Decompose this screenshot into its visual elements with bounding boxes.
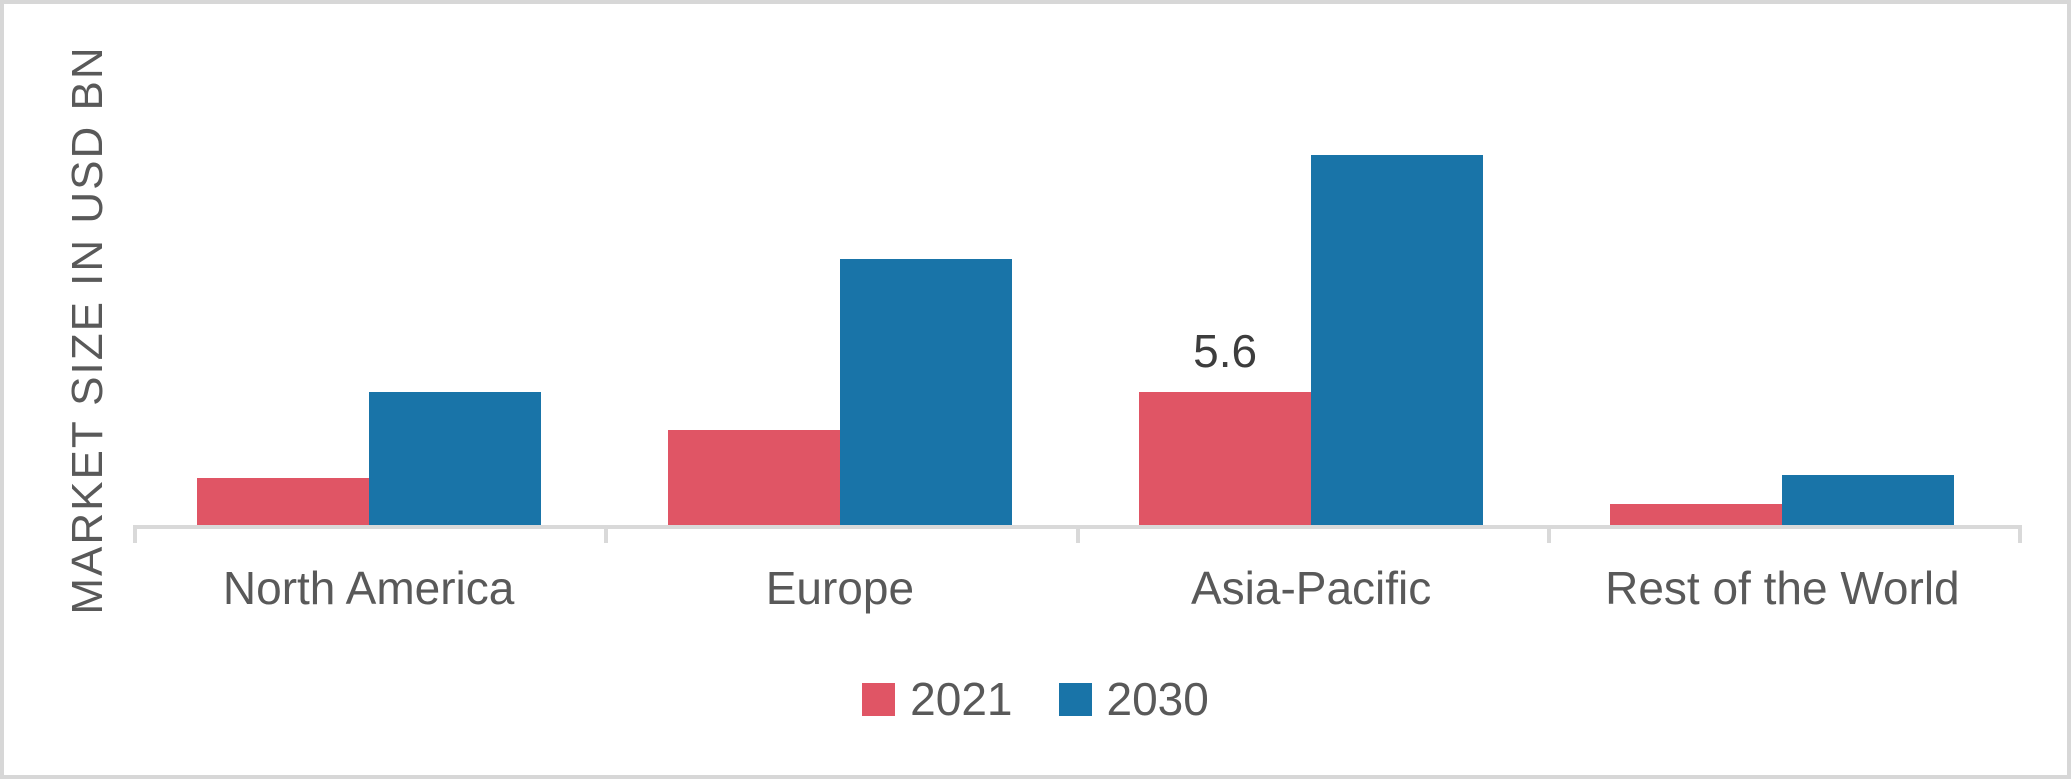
x-axis-label-europe: Europe: [765, 562, 915, 614]
data-label-2021-asia-pacific: 5.6: [1193, 325, 1258, 377]
x-axis-tick: [2018, 525, 2022, 543]
x-axis-labels: North America Europe Asia-Pacific Rest o…: [133, 558, 2018, 618]
bar-groups: 5.6: [133, 4, 2018, 525]
bar-2030-asia-pacific: [1311, 154, 1484, 525]
legend-swatch-2021: [862, 682, 896, 716]
legend-label-2030: 2030: [1106, 673, 1209, 725]
bar-2021-asia-pacific: 5.6: [1139, 328, 1312, 525]
legend: 2021 2030: [4, 676, 2067, 722]
plot-area: MARKET SIZE IN USD BN 5.6 North America …: [4, 4, 2067, 775]
bar-group-europe: [604, 4, 1075, 525]
legend-swatch-2030: [1058, 682, 1092, 716]
x-axis-tick: [1546, 525, 1551, 543]
x-axis-label-rest-of-world: Rest of the World: [1605, 562, 1960, 614]
bar-2030-north-america: [368, 392, 541, 525]
x-axis-tick: [1075, 525, 1080, 543]
bar-2021-north-america: [196, 477, 369, 525]
bar-group-north-america: [133, 4, 604, 525]
bar-2021-europe: [667, 430, 840, 525]
x-axis-label-asia-pacific: Asia-Pacific: [1190, 562, 1432, 614]
x-axis-tick: [604, 525, 609, 543]
legend-item-2030: 2030: [1058, 673, 1209, 725]
bar-2021-rest-of-the-world: [1610, 503, 1783, 525]
x-axis-tick: [133, 525, 137, 543]
legend-item-2021: 2021: [862, 673, 1013, 725]
bar-group-asia-pacific: 5.6: [1076, 4, 1547, 525]
bar-2030-europe: [839, 259, 1012, 525]
x-axis-label-north-america: North America: [222, 562, 515, 614]
bar-2030-rest-of-the-world: [1782, 475, 1955, 525]
legend-label-2021: 2021: [910, 673, 1013, 725]
y-axis-title: MARKET SIZE IN USD BN: [63, 45, 112, 615]
bar-group-rest-of-the-world: [1547, 4, 2018, 525]
